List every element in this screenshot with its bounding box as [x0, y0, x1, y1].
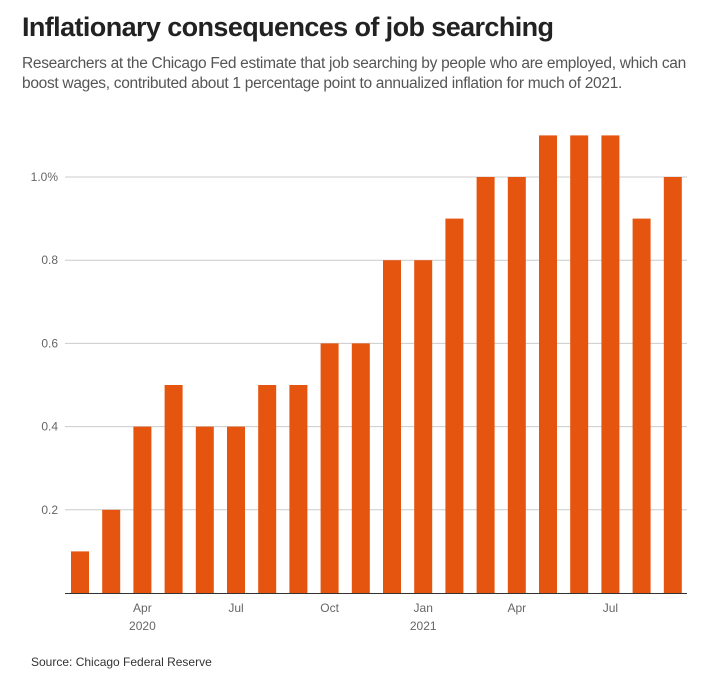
bar — [445, 218, 464, 593]
y-tick-label: 0.4 — [41, 420, 58, 434]
x-tick-label: Oct — [320, 601, 339, 615]
x-tick-year-label: 2021 — [410, 619, 437, 633]
gridlines — [65, 176, 687, 511]
source-note: Source: Chicago Federal Reserve — [31, 655, 212, 669]
x-tick-label: Jul — [603, 601, 618, 615]
bar — [320, 343, 339, 593]
x-tick-label: Apr — [133, 601, 152, 615]
bar — [289, 385, 308, 593]
bar — [258, 385, 277, 593]
bar — [164, 385, 183, 593]
bar — [476, 177, 495, 593]
y-tick-label: 0.6 — [41, 336, 58, 350]
x-axis-labels: Apr 2020 Jul Oct Jan 2021 Apr Jul — [129, 601, 618, 633]
bar — [383, 260, 401, 593]
bar — [663, 177, 682, 593]
bar — [507, 177, 526, 593]
y-axis-labels: 0.2 0.4 0.6 0.8 1.0% — [31, 170, 59, 517]
bar — [351, 343, 370, 593]
chart-subtitle: Researchers at the Chicago Fed estimate … — [22, 55, 686, 92]
bar — [601, 135, 620, 593]
bar — [632, 218, 651, 593]
bar — [195, 426, 214, 593]
bar — [71, 551, 89, 593]
x-tick-year-label: 2020 — [129, 619, 156, 633]
bar — [414, 260, 433, 593]
bar — [227, 426, 245, 593]
y-tick-label: 1.0% — [31, 170, 59, 184]
bar — [570, 135, 589, 593]
y-tick-label: 0.2 — [41, 503, 58, 517]
y-tick-label: 0.8 — [41, 253, 58, 267]
x-tick-label: Apr — [507, 601, 526, 615]
bar — [102, 509, 121, 593]
chart-title: Inflationary consequences of job searchi… — [22, 12, 554, 42]
x-tick-label: Jan — [414, 601, 433, 615]
x-tick-label: Jul — [228, 601, 243, 615]
bars — [71, 135, 682, 593]
bar — [539, 135, 557, 593]
bar — [133, 426, 152, 593]
